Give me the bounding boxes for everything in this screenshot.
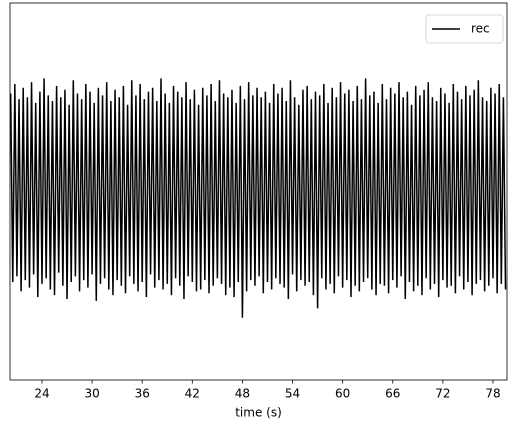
plot-area: [10, 78, 507, 318]
x-tick-label: 78: [485, 387, 500, 401]
x-axis-label: time (s): [235, 406, 282, 420]
line-series: [10, 78, 507, 318]
x-tick-label: 72: [435, 387, 450, 401]
x-tick-label: 42: [185, 387, 200, 401]
axes-frame: [9, 2, 508, 381]
x-tick-label: 48: [235, 387, 250, 401]
x-tick-label: 30: [84, 387, 99, 401]
x-tick-label: 36: [135, 387, 150, 401]
x-tick-label: 60: [335, 387, 350, 401]
x-tick-label: 66: [385, 387, 400, 401]
x-tick-label: 54: [285, 387, 300, 401]
legend-box: [425, 14, 504, 44]
legend-label: rec: [471, 22, 490, 36]
x-tick-label: 24: [34, 387, 49, 401]
